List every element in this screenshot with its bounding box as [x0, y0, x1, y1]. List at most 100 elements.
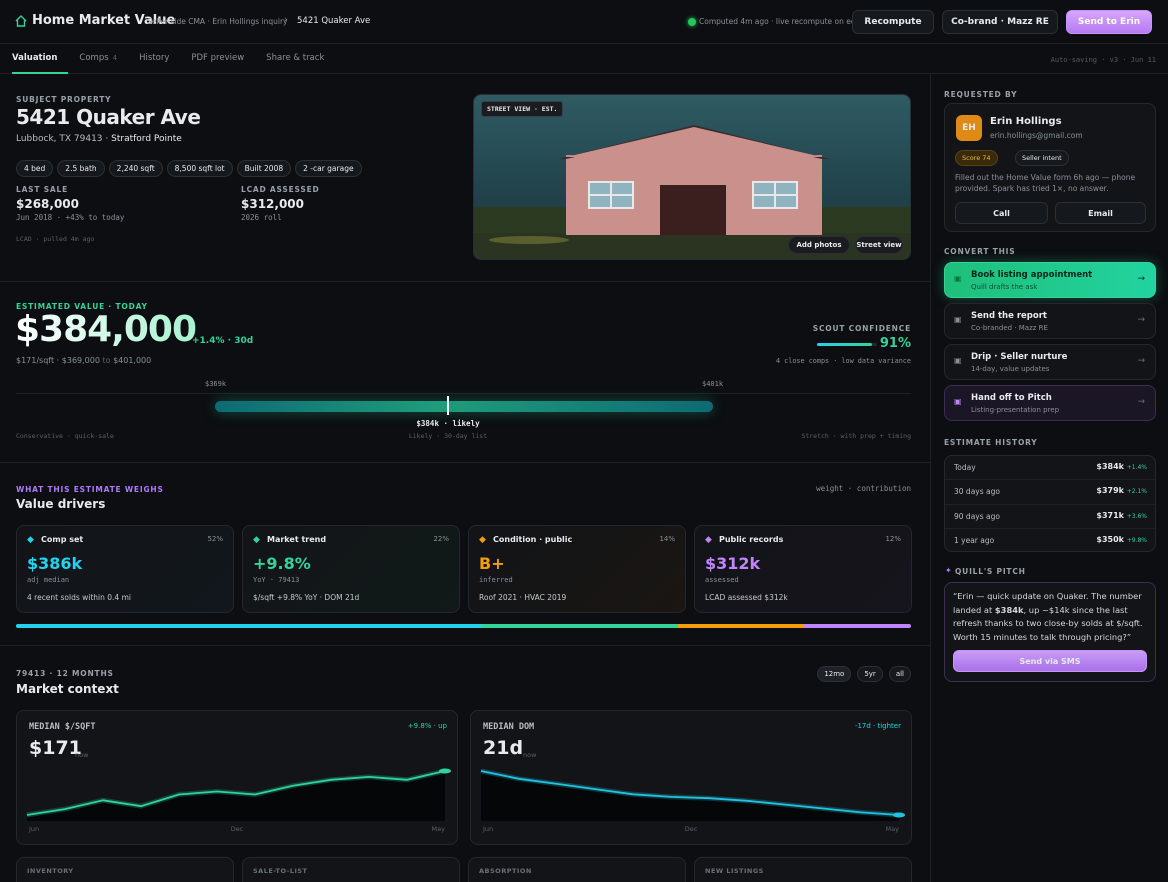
section-title: Value drivers — [16, 497, 106, 511]
marker-label: $384k · likely — [416, 419, 480, 428]
pitch-text: “Erin — quick update on Quaker. The numb… — [953, 590, 1147, 644]
street-view-button[interactable]: Street view — [855, 236, 903, 254]
item-sub: Listing-presentation prep — [971, 406, 1060, 414]
driver-sub: adj median — [27, 576, 70, 584]
chip: 2,240 sqft — [108, 160, 163, 177]
tab[interactable]: Valuation — [12, 53, 57, 63]
recompute-button[interactable]: Recompute — [852, 10, 934, 34]
add-photos[interactable]: Add photos — [788, 236, 850, 254]
chip: Built 2008 — [236, 160, 292, 177]
arrow: → — [1137, 397, 1145, 407]
photo-badge: STREET VIEW · EST. — [481, 101, 564, 117]
range-pill[interactable]: all — [888, 666, 911, 682]
value: $312,000 — [241, 197, 305, 211]
icon: ▣ — [954, 274, 962, 283]
range-pill[interactable]: 5yr — [857, 666, 883, 682]
chip: 8,500 sqft lot — [166, 160, 233, 177]
history-value: $371k — [1096, 510, 1124, 520]
item-sub: Co-branded · Mazz RE — [971, 324, 1048, 332]
tab[interactable]: Share & track — [266, 53, 324, 63]
sms-button[interactable]: Send via SMS — [953, 650, 1147, 672]
home-icon — [15, 15, 27, 27]
convert-item[interactable]: ▣ Send the report Co-branded · Mazz RE → — [944, 303, 1156, 339]
band-axis — [16, 393, 911, 394]
call-button[interactable]: Call — [955, 202, 1048, 224]
sparkle: ✦ — [945, 566, 952, 575]
weight-bar — [16, 624, 911, 628]
label: Email — [1088, 208, 1113, 218]
confidence-fill — [817, 343, 872, 346]
to: to — [102, 356, 111, 365]
label: Co-brand · Mazz RE — [951, 17, 1049, 27]
item-sub: Quill drafts the ask — [971, 283, 1038, 291]
sparkline-area — [27, 771, 445, 821]
history-change: +3.6% — [1126, 512, 1147, 520]
sparkline — [26, 770, 446, 816]
tab[interactable]: Comps 4 — [79, 53, 117, 63]
range-pill[interactable]: 12mo — [817, 666, 852, 682]
send-button[interactable]: Send to Erin — [1066, 10, 1152, 34]
tab-label: Share & track — [266, 53, 325, 63]
icon: ▣ — [954, 397, 962, 406]
metric-tile: SALE-TO-LIST — [242, 857, 460, 882]
chart-value: $171 — [29, 737, 82, 759]
chart-delta: -17d · tighter — [854, 722, 901, 730]
chart-label: MEDIAN DOM — [483, 722, 535, 732]
email-button[interactable]: Email — [1055, 202, 1146, 224]
legend: weight · contribution — [816, 484, 911, 493]
tab[interactable]: History — [139, 53, 169, 63]
convert-item[interactable]: ▣ Drip · Seller nurture 14-day, value upda… — [944, 344, 1156, 380]
cobrand-button[interactable]: Co-brand · Mazz RE — [942, 10, 1058, 34]
icon: ◆ — [705, 535, 712, 545]
weight-segment — [803, 624, 911, 628]
label: Send via SMS — [1019, 656, 1081, 666]
eyebrow: 79413 · 12 MONTHS — [16, 669, 114, 678]
band-mid: Likely · 30-day list — [408, 432, 488, 440]
eyebrow: SUBJECT PROPERTY — [16, 95, 112, 104]
driver-weight: 22% — [433, 535, 449, 543]
chip: 4 bed — [16, 160, 54, 177]
tab-underline — [12, 72, 68, 74]
street-view — [473, 94, 911, 260]
end-dot — [893, 812, 905, 818]
chart-unit: now — [75, 751, 89, 759]
text: , up ~$14k since the last refresh thanks… — [953, 604, 1143, 642]
history-change: +2.1% — [1126, 488, 1147, 496]
range-pills: 12mo 5yr all — [817, 666, 911, 682]
neighborhood: Stratford Pointe — [111, 134, 182, 144]
high: $401,000 — [113, 356, 152, 365]
convert-item[interactable]: ▣ Hand off to Pitch Listing-presentation p… — [944, 385, 1156, 421]
text: “Erin — quick update on Quaker. The numb… — [953, 591, 1142, 615]
weight-segment — [481, 624, 679, 628]
driver-sub: inferred — [479, 576, 513, 584]
separator: › — [284, 15, 288, 25]
eyebrow: ESTIMATED VALUE · TODAY — [16, 302, 148, 311]
label: Add photos — [796, 241, 842, 249]
item-sub: 14-day, value updates — [971, 365, 1050, 373]
arrow: → — [1137, 274, 1145, 284]
note: Filled out the Home Value form 6h ago — … — [955, 173, 1136, 193]
tab-label: History — [139, 53, 170, 63]
driver-value: +9.8% — [253, 554, 311, 573]
icon: ◆ — [253, 535, 260, 545]
breadcrumb[interactable]: 5421 Quaker Ave — [297, 16, 371, 26]
row-divider — [945, 479, 1155, 481]
label: Send to Erin — [1077, 17, 1141, 27]
note: 2026 roll — [241, 213, 282, 222]
divider — [0, 281, 930, 282]
weight-segment — [16, 624, 482, 628]
tab[interactable]: PDF preview — [191, 53, 244, 63]
tab-bar — [0, 44, 1168, 74]
convert-item[interactable]: ▣ Book listing appointment Quill drafts th… — [944, 262, 1156, 298]
confidence-note: 4 close comps · low data variance — [775, 357, 911, 365]
email: erin.hollings@gmail.com — [990, 131, 1083, 140]
icon: ◆ — [27, 535, 34, 545]
band-high: $401k — [702, 380, 724, 388]
value: $268,000 — [16, 197, 80, 211]
weight-segment — [678, 624, 804, 628]
sparkline — [26, 768, 451, 821]
address: 5421 Quaker Ave — [16, 105, 201, 129]
chart-value: 21d — [483, 737, 524, 759]
band-low: $369k — [205, 380, 227, 388]
label: REQUESTED BY — [944, 90, 1018, 99]
